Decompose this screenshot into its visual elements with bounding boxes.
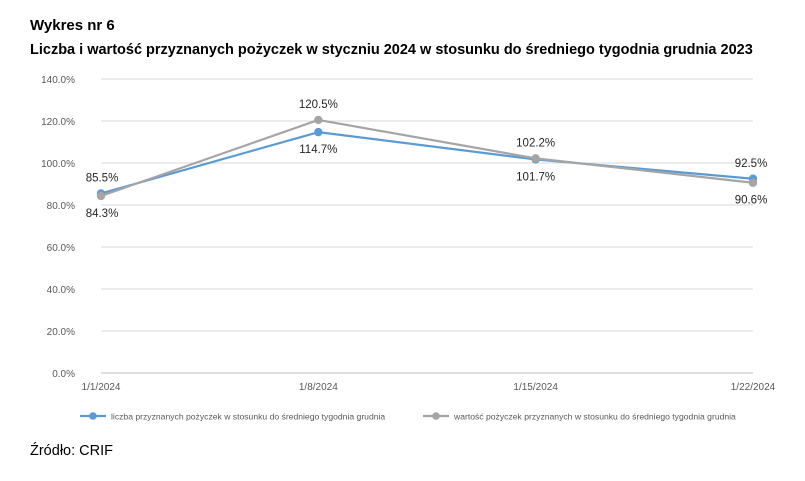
data-label-series-2: 90.6% [735, 195, 768, 207]
data-point-series-1 [314, 127, 323, 137]
chart-title: Liczba i wartość przyznanych pożyczek w … [30, 42, 753, 58]
x-tick-label: 1/15/2024 [513, 382, 558, 393]
legend-marker-2 [432, 412, 440, 420]
data-point-series-2 [96, 191, 106, 201]
chart-number: Wykres nr 6 [30, 17, 115, 34]
chart-container: 0.0% 20.0% 40.0% 60.0% 80.0% 100.0% 120.0% 140.… [0, 62, 805, 432]
data-label-series-2: 120.5% [299, 99, 338, 111]
y-tick-label: 60.0% [47, 243, 75, 254]
series-line-1 [100, 131, 754, 195]
y-tick-label: 140.0% [41, 75, 75, 86]
legend-label-2: wartość pożyczek przyznanych w stosunku … [453, 412, 736, 422]
data-label-series-1: 85.5% [86, 172, 119, 184]
data-label-series-2: 102.2% [516, 137, 555, 149]
data-label-series-1: 114.7% [299, 144, 337, 156]
y-tick-label: 0.0% [52, 369, 75, 380]
y-tick-label: 40.0% [47, 285, 75, 296]
line-chart: 0.0% 20.0% 40.0% 60.0% 80.0% 100.0% 120.0% 140.… [41, 75, 776, 422]
chart-header: Wykres nr 6 Liczba i wartość przyznanych… [30, 16, 753, 60]
data-point-series-2 [748, 178, 758, 187]
y-tick-label: 120.0% [41, 117, 75, 128]
x-tick-label: 1/22/2024 [731, 382, 776, 393]
data-label-series-1: 92.5% [735, 158, 768, 170]
y-tick-label: 20.0% [47, 327, 75, 338]
legend-label-1: liczba przyznanych pożyczek w stosunku d… [111, 412, 385, 422]
data-point-series-2 [531, 154, 540, 163]
y-tick-label: 100.0% [41, 159, 75, 170]
legend-marker-1 [89, 412, 97, 420]
y-tick-label: 80.0% [47, 201, 75, 212]
data-label-series-2: 84.3% [86, 208, 119, 220]
data-point-series-2 [314, 115, 323, 125]
x-tick-label: 1/8/2024 [299, 382, 338, 393]
source-note: Źródło: CRIF [30, 443, 113, 459]
series-line-2 [100, 118, 754, 198]
x-tick-label: 1/1/2024 [82, 382, 121, 393]
data-label-series-1: 101.7% [516, 171, 555, 183]
